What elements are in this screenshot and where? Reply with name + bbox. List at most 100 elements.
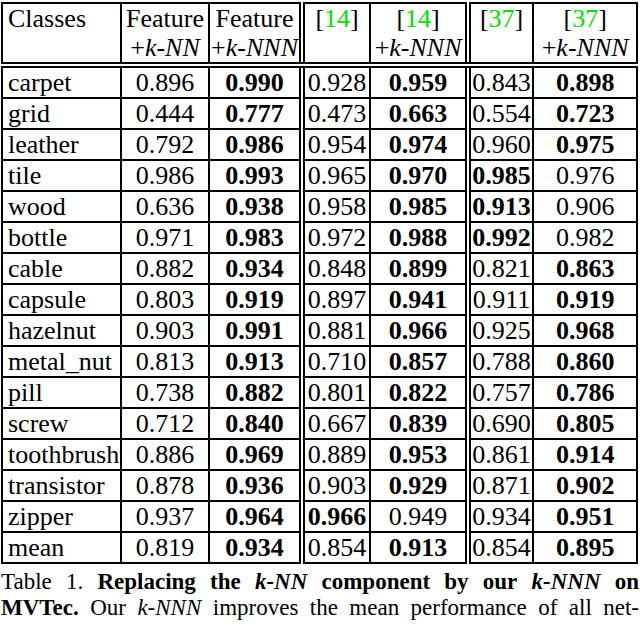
- class-name-cell: cable: [2, 253, 121, 284]
- classes-header-label: Classes: [8, 4, 120, 33]
- value-cell: 0.854: [468, 532, 533, 563]
- value-cell: 0.805: [533, 408, 637, 439]
- class-name-cell: mean: [2, 532, 121, 563]
- results-table: Classes Feature+k-NNFeature+k-NNN[14][14…: [1, 2, 638, 564]
- value-cell: 0.788: [468, 346, 533, 377]
- class-name-cell: metal_nut: [2, 346, 121, 377]
- value-cell: 0.712: [121, 408, 210, 439]
- value-cell: 0.903: [302, 470, 370, 501]
- value-cell: 0.971: [121, 222, 210, 253]
- table-row: mean0.8190.9340.8540.9130.8540.895: [2, 532, 637, 563]
- header-line1: [37]: [534, 4, 636, 33]
- header-cell-method: Feature+k-NNN: [209, 3, 302, 65]
- table-row: cable0.8820.9340.8480.8990.8210.863: [2, 253, 637, 284]
- header-cell-citation: [37]+k-NNN: [533, 3, 637, 65]
- value-cell: 0.878: [121, 470, 210, 501]
- table-row: zipper0.9370.9640.9660.9490.9340.951: [2, 501, 637, 532]
- caption-text-run: MVTec.: [1, 595, 79, 620]
- value-cell: 0.690: [468, 408, 533, 439]
- table-row: pill0.7380.8820.8010.8220.7570.786: [2, 377, 637, 408]
- citation-link[interactable]: 37: [572, 4, 598, 33]
- value-cell: 0.972: [302, 222, 370, 253]
- value-cell: 0.861: [468, 439, 533, 470]
- citation-link[interactable]: 14: [324, 4, 350, 33]
- value-cell: 0.863: [533, 253, 637, 284]
- value-cell: 0.848: [302, 253, 370, 284]
- value-cell: 0.914: [533, 439, 637, 470]
- class-name-cell: zipper: [2, 501, 121, 532]
- value-cell: 0.899: [370, 253, 468, 284]
- value-cell: 0.822: [370, 377, 468, 408]
- value-cell: 0.913: [209, 346, 302, 377]
- value-cell: 0.663: [370, 98, 468, 129]
- header-line2: +k-NNN: [534, 33, 636, 62]
- value-cell: 0.636: [121, 191, 210, 222]
- value-cell: 0.857: [370, 346, 468, 377]
- class-name-cell: leather: [2, 129, 121, 160]
- value-cell: 0.954: [302, 129, 370, 160]
- class-name-cell: carpet: [2, 65, 121, 98]
- value-cell: 0.953: [370, 439, 468, 470]
- citation-link[interactable]: 14: [405, 4, 431, 33]
- value-cell: 0.975: [533, 129, 637, 160]
- value-cell: 0.928: [302, 65, 370, 98]
- value-cell: 0.843: [468, 65, 533, 98]
- value-cell: 0.738: [121, 377, 210, 408]
- class-name-cell: grid: [2, 98, 121, 129]
- class-name-cell: capsule: [2, 284, 121, 315]
- value-cell: 0.934: [209, 532, 302, 563]
- header-cell-citation: [37]: [468, 3, 533, 65]
- class-name-cell: tile: [2, 160, 121, 191]
- table-row: transistor0.8780.9360.9030.9290.8710.902: [2, 470, 637, 501]
- value-cell: 0.934: [468, 501, 533, 532]
- value-cell: 0.444: [121, 98, 210, 129]
- value-cell: 0.882: [209, 377, 302, 408]
- caption-text-run: k-NNN: [532, 569, 601, 594]
- value-cell: 0.929: [370, 470, 468, 501]
- value-cell: 0.895: [533, 532, 637, 563]
- value-cell: 0.969: [209, 439, 302, 470]
- header-line2: +k-NN: [122, 33, 209, 62]
- header-line2: [305, 33, 369, 62]
- value-cell: 0.786: [533, 377, 637, 408]
- citation-link[interactable]: 37: [489, 4, 515, 33]
- header-cell-citation: [14]+k-NNN: [370, 3, 468, 65]
- table-row: tile0.9860.9930.9650.9700.9850.976: [2, 160, 637, 191]
- value-cell: 0.982: [533, 222, 637, 253]
- header-line1: [14]: [371, 4, 465, 33]
- value-cell: 0.723: [533, 98, 637, 129]
- value-cell: 0.898: [533, 65, 637, 98]
- value-cell: 0.966: [370, 315, 468, 346]
- value-cell: 0.821: [468, 253, 533, 284]
- table-row: bottle0.9710.9830.9720.9880.9920.982: [2, 222, 637, 253]
- caption-line: Table 1. Replacing the k-NN component by…: [1, 569, 639, 595]
- class-name-cell: bottle: [2, 222, 121, 253]
- value-cell: 0.966: [302, 501, 370, 532]
- value-cell: 0.986: [209, 129, 302, 160]
- header-cell-citation: [14]: [302, 3, 370, 65]
- value-cell: 0.991: [209, 315, 302, 346]
- caption-text-run: Replacing the: [97, 569, 240, 594]
- table-caption: Table 1. Replacing the k-NN component by…: [1, 569, 639, 621]
- table-header-row: Classes Feature+k-NNFeature+k-NNN[14][14…: [2, 3, 637, 65]
- value-cell: 0.968: [533, 315, 637, 346]
- value-cell: 0.936: [209, 470, 302, 501]
- value-cell: 0.958: [302, 191, 370, 222]
- table-row: screw0.7120.8400.6670.8390.6900.805: [2, 408, 637, 439]
- header-line1: Feature: [210, 4, 299, 33]
- class-name-cell: wood: [2, 191, 121, 222]
- value-cell: 0.871: [468, 470, 533, 501]
- caption-text-run: k-NN: [255, 569, 307, 594]
- header-line1: [14]: [305, 4, 369, 33]
- caption-text-run: Table 1.: [1, 569, 83, 594]
- table-row: wood0.6360.9380.9580.9850.9130.906: [2, 191, 637, 222]
- value-cell: 0.985: [468, 160, 533, 191]
- caption-text-run: Our: [90, 595, 126, 620]
- value-cell: 0.993: [209, 160, 302, 191]
- value-cell: 0.986: [121, 160, 210, 191]
- value-cell: 0.897: [302, 284, 370, 315]
- value-cell: 0.667: [302, 408, 370, 439]
- table-row: toothbrush0.8860.9690.8890.9530.8610.914: [2, 439, 637, 470]
- value-cell: 0.896: [121, 65, 210, 98]
- caption-text-run: on: [615, 569, 639, 594]
